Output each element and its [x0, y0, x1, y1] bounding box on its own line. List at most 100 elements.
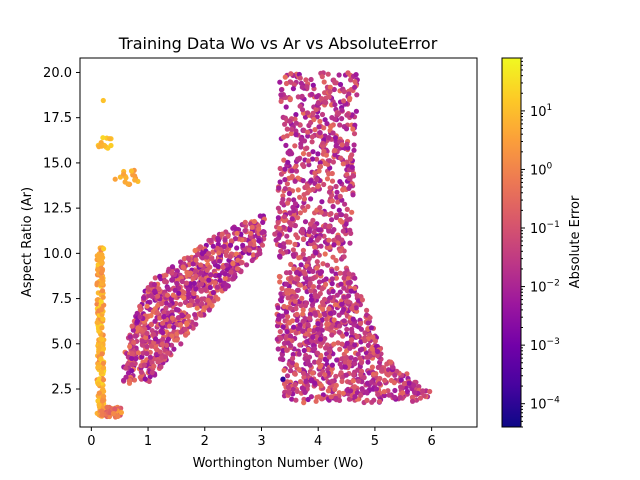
scatter-point — [339, 301, 345, 307]
scatter-point — [300, 370, 307, 376]
scatter-point — [332, 80, 338, 86]
scatter-point — [365, 359, 371, 365]
scatter-point — [302, 303, 308, 309]
scatter-point — [305, 204, 311, 210]
scatter-point — [368, 325, 374, 331]
scatter-point — [327, 295, 333, 301]
scatter-point — [348, 355, 354, 361]
scatter-point — [336, 110, 342, 117]
scatter-point — [210, 290, 216, 296]
scatter-point — [214, 245, 220, 251]
scatter-point — [256, 238, 262, 244]
scatter-point — [333, 257, 339, 264]
scatter-point — [137, 314, 143, 320]
scatter-point — [284, 233, 290, 239]
scatter-point — [141, 362, 147, 368]
scatter-point — [336, 240, 342, 246]
scatter-point — [326, 237, 332, 243]
scatter-point — [359, 386, 365, 392]
scatter-point — [193, 321, 199, 327]
scatter-point — [178, 341, 184, 347]
scatter-point — [157, 273, 163, 279]
scatter-point — [283, 80, 290, 87]
scatter-point — [381, 389, 387, 395]
scatter-point — [169, 264, 176, 270]
scatter-point — [175, 307, 181, 313]
scatter-point — [310, 110, 316, 116]
scatter-point — [277, 165, 283, 172]
scatter-point — [327, 185, 333, 191]
scatter-point — [194, 298, 200, 304]
scatter-point — [216, 272, 222, 278]
scatter-point — [249, 224, 255, 230]
x-axis: 0 1 2 3 4 5 6 — [87, 427, 436, 449]
scatter-point — [319, 327, 325, 333]
scatter-point — [240, 242, 246, 248]
scatter-point — [207, 264, 213, 270]
scatter-point — [379, 366, 385, 372]
scatter-point — [161, 313, 167, 320]
scatter-point — [322, 117, 328, 123]
scatter-point — [322, 312, 328, 318]
scatter-point — [311, 229, 317, 235]
scatter-point — [297, 379, 304, 385]
scatter-point — [301, 374, 307, 380]
scatter-point — [292, 298, 298, 304]
scatter-point — [293, 293, 299, 299]
scatter-point — [306, 162, 312, 168]
scatter-point — [328, 211, 334, 217]
scatter-point — [302, 114, 309, 120]
scatter-point — [335, 199, 341, 205]
scatter-point — [125, 181, 131, 187]
scatter-point — [291, 266, 297, 272]
scatter-point — [346, 293, 352, 299]
scatter-point — [284, 379, 290, 385]
scatter-point — [142, 376, 148, 382]
scatter-point — [219, 231, 225, 237]
scatter-point — [256, 226, 262, 232]
scatter-point — [293, 112, 299, 118]
scatter-point — [156, 286, 162, 292]
scatter-point — [277, 232, 283, 238]
scatter-point — [100, 97, 106, 104]
colorbar-tick-label: 100 — [530, 161, 553, 178]
scatter-point — [281, 217, 287, 224]
scatter-point — [315, 326, 321, 332]
scatter-point — [312, 359, 318, 365]
scatter-point — [319, 317, 325, 323]
scatter-point — [341, 285, 347, 291]
y-tick-label: 5.0 — [51, 337, 72, 352]
scatter-point — [310, 334, 316, 340]
scatter-point — [352, 394, 358, 400]
scatter-point — [301, 192, 307, 198]
scatter-point — [404, 388, 410, 395]
scatter-point — [306, 327, 313, 333]
scatter-point — [308, 237, 314, 243]
scatter-point — [181, 289, 187, 295]
scatter-point — [359, 297, 365, 303]
scatter-point — [351, 131, 358, 137]
scatter-point — [238, 260, 245, 266]
scatter-point — [398, 377, 404, 383]
scatter-point — [300, 178, 306, 184]
scatter-point — [332, 386, 338, 392]
x-axis-label: Worthington Number (Wo) — [193, 456, 364, 471]
scatter-point — [101, 393, 107, 399]
scatter-point — [118, 409, 124, 416]
scatter-point — [298, 144, 304, 150]
scatter-point — [344, 112, 350, 118]
scatter-point — [230, 261, 236, 267]
scatter-point — [300, 328, 306, 334]
scatter-point — [324, 262, 331, 268]
scatter-point — [215, 296, 221, 302]
scatter-point — [335, 340, 341, 346]
scatter-point — [275, 215, 281, 221]
scatter-point — [299, 84, 305, 90]
scatter-point — [358, 372, 364, 378]
scatter-point — [308, 178, 314, 184]
scatter-point — [322, 223, 328, 230]
scatter-point — [293, 120, 299, 126]
scatter-point — [330, 159, 336, 165]
scatter-point — [392, 372, 398, 378]
scatter-points — [94, 70, 433, 420]
